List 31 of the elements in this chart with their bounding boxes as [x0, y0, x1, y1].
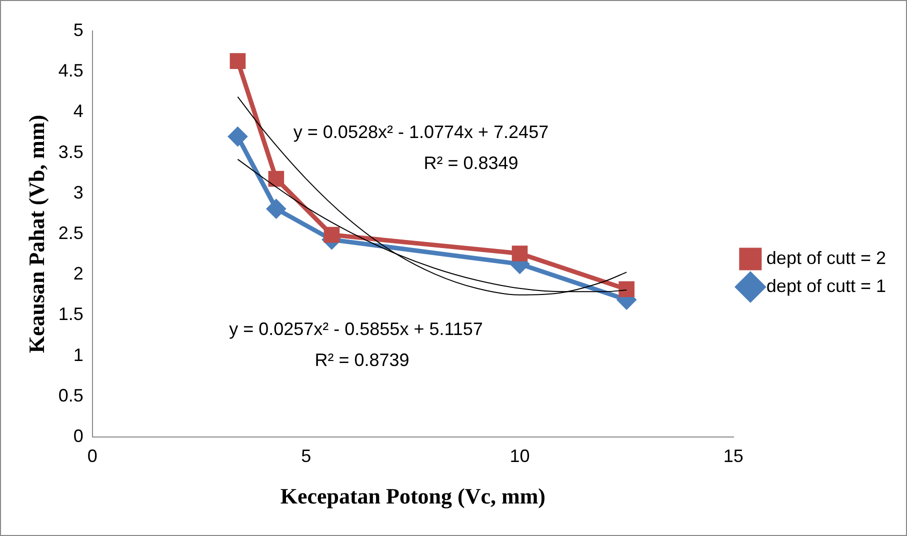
x-tick-label: 5: [301, 446, 312, 466]
y-tick-label: 4: [73, 101, 84, 122]
y-tick-label: 5: [73, 20, 84, 40]
point: [512, 246, 528, 262]
annotation: y = 0.0528x² - 1.0774x + 7.2457: [293, 122, 549, 142]
y-tick-label: 3: [73, 182, 84, 202]
annotation: R² = 0.8739: [314, 350, 410, 370]
legend-label: dept of cutt = 2: [766, 248, 886, 268]
y-tick-label: 1.5: [58, 304, 84, 324]
annotation: y = 0.0257x² - 0.5855x + 5.1157: [229, 318, 483, 339]
x-tick-label: 15: [723, 446, 744, 466]
y-tick-label: 2: [73, 264, 84, 284]
point: [230, 53, 246, 69]
y-tick-label: 2.5: [58, 222, 84, 243]
y-tick-label: 0: [73, 426, 84, 446]
y-tick-label: 4.5: [58, 60, 84, 81]
point: [266, 200, 286, 218]
x-tick-label: 0: [87, 446, 98, 466]
x-axis-title: Kecepatan Potong (Vc, mm): [280, 483, 546, 508]
x-tick-label: 10: [510, 446, 530, 466]
y-tick-label: 0.5: [58, 385, 84, 406]
annotation: R² = 0.8349: [424, 152, 518, 173]
y-tick-label: 1: [73, 344, 84, 365]
point: [324, 226, 340, 243]
point: [268, 170, 284, 187]
line-series: [237, 96, 628, 296]
point: [618, 281, 634, 298]
y-axis-title: Keausan Pahat (Vb, mm): [24, 114, 49, 354]
y-tick-label: 3.5: [58, 142, 84, 162]
legend-label: dept of cutt = 1: [766, 276, 886, 296]
point: [228, 127, 247, 146]
